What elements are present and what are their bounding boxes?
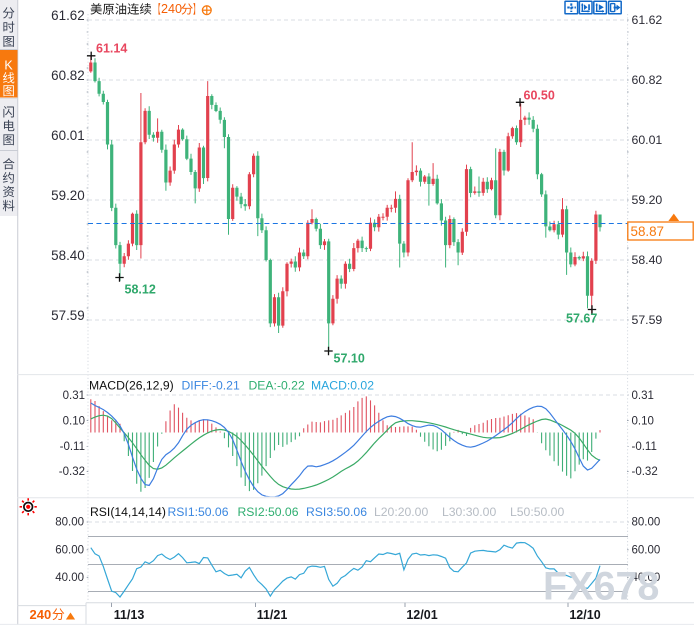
svg-text:K: K <box>4 59 13 73</box>
svg-text:11/21: 11/21 <box>257 608 288 622</box>
svg-text:60.00: 60.00 <box>55 544 84 556</box>
svg-text:RSI(14,14,14): RSI(14,14,14) <box>90 505 166 519</box>
svg-text:-0.11: -0.11 <box>60 441 85 453</box>
svg-text:0.31: 0.31 <box>63 390 85 402</box>
svg-text:0.10: 0.10 <box>632 415 654 427</box>
svg-text:57.10: 57.10 <box>334 352 365 366</box>
svg-text:40.00: 40.00 <box>632 572 661 584</box>
svg-text:240: 240 <box>30 607 52 622</box>
svg-text:58.40: 58.40 <box>632 253 663 267</box>
svg-text:80.00: 80.00 <box>632 517 661 529</box>
svg-text:60.01: 60.01 <box>51 128 85 143</box>
svg-text:DIFF:-0.21: DIFF:-0.21 <box>182 378 240 392</box>
svg-text:12/10: 12/10 <box>569 608 600 622</box>
svg-text:-0.32: -0.32 <box>632 466 658 478</box>
svg-text:12/01: 12/01 <box>406 608 437 622</box>
svg-text:RSI2:50.06: RSI2:50.06 <box>238 505 299 519</box>
svg-text:FX678: FX678 <box>543 565 659 609</box>
svg-text:57.59: 57.59 <box>51 308 85 323</box>
svg-text:DEA:-0.22: DEA:-0.22 <box>249 378 305 392</box>
svg-text:-0.32: -0.32 <box>59 466 85 478</box>
svg-text:RSI1:50.06: RSI1:50.06 <box>168 505 229 519</box>
svg-text:57.67: 57.67 <box>566 312 597 326</box>
svg-text:MACD(26,12,9): MACD(26,12,9) <box>89 378 174 392</box>
svg-text:57.59: 57.59 <box>632 313 663 327</box>
svg-text:L20:20.00: L20:20.00 <box>374 505 428 519</box>
svg-text:59.20: 59.20 <box>51 188 85 203</box>
svg-text:11/13: 11/13 <box>114 608 145 622</box>
svg-text:-0.11: -0.11 <box>632 441 657 453</box>
svg-text:61.62: 61.62 <box>632 13 663 27</box>
svg-text:58.40: 58.40 <box>51 248 85 263</box>
svg-text:60.82: 60.82 <box>51 68 85 83</box>
svg-text:59.20: 59.20 <box>632 193 663 207</box>
svg-text:58.87: 58.87 <box>631 224 665 239</box>
svg-text:0.10: 0.10 <box>63 415 85 427</box>
svg-text:60.01: 60.01 <box>632 133 663 147</box>
svg-text:60.00: 60.00 <box>632 544 661 556</box>
svg-text:80.00: 80.00 <box>55 517 84 529</box>
svg-text:L30:30.00: L30:30.00 <box>442 505 496 519</box>
svg-text:0.31: 0.31 <box>632 390 654 402</box>
svg-text:60.82: 60.82 <box>632 73 663 87</box>
svg-text:RSI3:50.06: RSI3:50.06 <box>306 505 367 519</box>
svg-text:MACD:0.02: MACD:0.02 <box>311 378 374 392</box>
svg-text:240: 240 <box>161 2 182 16</box>
svg-text:40.00: 40.00 <box>55 572 84 584</box>
svg-text:58.12: 58.12 <box>125 283 156 297</box>
svg-text:L50:50.00: L50:50.00 <box>510 505 564 519</box>
svg-text:61.14: 61.14 <box>96 42 127 56</box>
svg-text:61.62: 61.62 <box>51 8 85 23</box>
svg-text:60.50: 60.50 <box>524 89 555 103</box>
